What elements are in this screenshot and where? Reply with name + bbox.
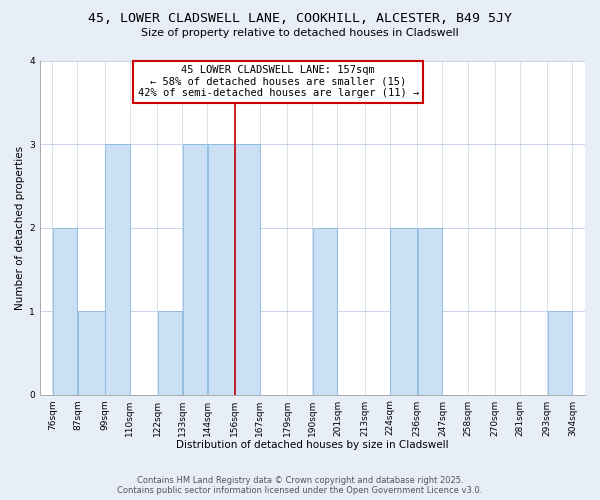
Bar (53, 228, 77, 394)
Bar (158, 311, 182, 394)
Bar (105, 144, 130, 394)
Bar (418, 228, 442, 394)
Bar (235, 144, 260, 394)
Bar (182, 144, 207, 394)
Bar (77, 311, 104, 394)
Bar (313, 228, 337, 394)
Y-axis label: Number of detached properties: Number of detached properties (15, 146, 25, 310)
Text: Contains HM Land Registry data © Crown copyright and database right 2025.
Contai: Contains HM Land Registry data © Crown c… (118, 476, 482, 495)
Bar (390, 228, 417, 394)
X-axis label: Distribution of detached houses by size in Cladswell: Distribution of detached houses by size … (176, 440, 449, 450)
Text: 45, LOWER CLADSWELL LANE, COOKHILL, ALCESTER, B49 5JY: 45, LOWER CLADSWELL LANE, COOKHILL, ALCE… (88, 12, 512, 26)
Text: Size of property relative to detached houses in Cladswell: Size of property relative to detached ho… (141, 28, 459, 38)
Bar (208, 144, 235, 394)
Bar (548, 311, 572, 394)
Text: 45 LOWER CLADSWELL LANE: 157sqm
← 58% of detached houses are smaller (15)
42% of: 45 LOWER CLADSWELL LANE: 157sqm ← 58% of… (137, 65, 419, 98)
